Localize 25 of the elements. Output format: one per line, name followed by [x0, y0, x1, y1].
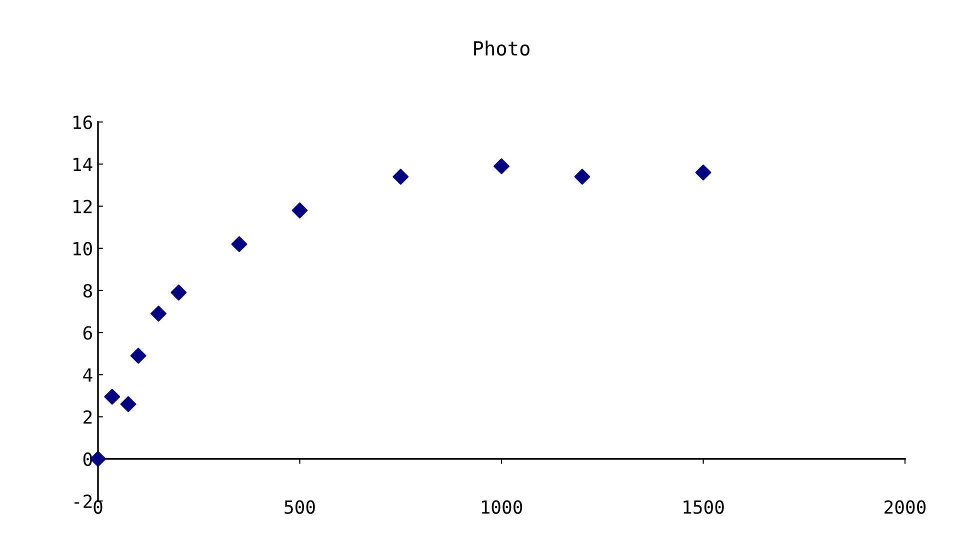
x-tick-label: 1500 [684, 500, 724, 514]
y-tick-label: -2 [74, 494, 92, 508]
y-tick-label: 10 [74, 242, 92, 256]
point [292, 202, 308, 218]
y-tick-label: 4 [83, 368, 92, 382]
y-tick-label: 8 [83, 284, 92, 298]
x-tick-label: 2000 [884, 500, 926, 514]
y-tick-label: 2 [84, 410, 92, 424]
point [170, 284, 187, 301]
point [104, 388, 120, 405]
point [494, 158, 510, 174]
y-tick-label: 16 [74, 116, 92, 130]
chart-title: Photo [474, 40, 530, 56]
point [392, 168, 409, 185]
point [120, 396, 136, 412]
point [130, 348, 146, 364]
point [231, 236, 248, 252]
point [695, 164, 712, 181]
y-tick-label: 12 [74, 200, 92, 214]
point [150, 306, 167, 322]
point [574, 168, 590, 185]
x-tick-label: 1000 [482, 500, 522, 514]
y-tick-label: 6 [83, 326, 92, 340]
x-tick-label: 500 [284, 500, 315, 514]
y-tick-label: 14 [74, 158, 92, 172]
